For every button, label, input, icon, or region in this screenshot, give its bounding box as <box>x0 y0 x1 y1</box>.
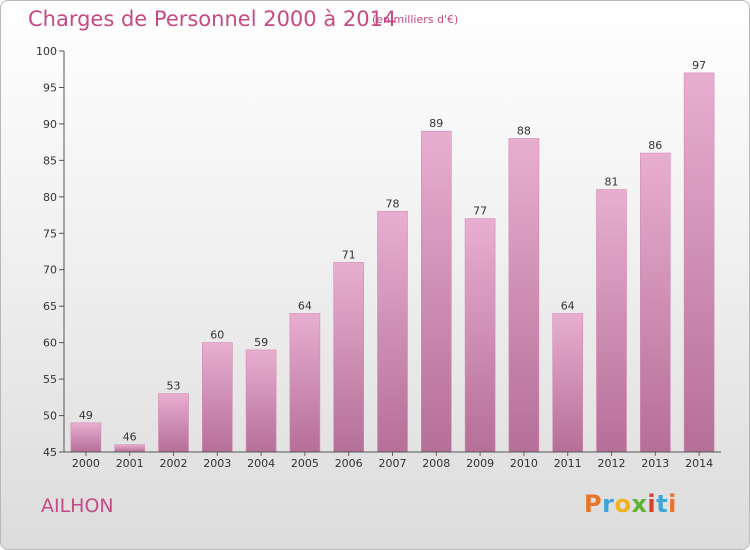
chart-subtitle: (en milliers d'€) <box>372 13 459 26</box>
data-label-2000: 49 <box>79 409 93 422</box>
x-tick-label-2013: 2013 <box>641 457 669 470</box>
y-tick-label-50: 50 <box>43 410 57 423</box>
x-tick-label-2006: 2006 <box>335 457 363 470</box>
bar-2006 <box>333 262 365 453</box>
bar-2007 <box>377 211 408 453</box>
bar-2000 <box>70 422 102 453</box>
y-tick-label-95: 95 <box>43 81 57 94</box>
y-tick-label-80: 80 <box>43 191 57 204</box>
data-label-2013: 86 <box>648 139 662 152</box>
x-tick-label-2014: 2014 <box>685 457 713 470</box>
data-label-2005: 64 <box>298 299 312 312</box>
commune-name: AILHON <box>41 495 114 517</box>
data-label-2004: 59 <box>254 336 268 349</box>
chart-title: Charges de Personnel 2000 à 2014 <box>28 7 397 31</box>
data-label-2003: 60 <box>210 329 224 342</box>
x-tick-label-2004: 2004 <box>247 457 275 470</box>
bar-2014 <box>683 72 715 453</box>
data-label-2010: 88 <box>517 124 531 137</box>
data-label-2006: 71 <box>342 248 356 261</box>
y-tick-label-45: 45 <box>43 446 57 459</box>
y-tick-label-60: 60 <box>43 337 57 350</box>
bar-2009 <box>464 218 496 453</box>
x-tick-label-2007: 2007 <box>379 457 407 470</box>
logo-letter: P <box>584 490 603 518</box>
bar-2011 <box>552 313 584 453</box>
x-tick-label-2010: 2010 <box>510 457 538 470</box>
bar-2001 <box>114 444 145 453</box>
y-tick-label-75: 75 <box>43 227 57 240</box>
bar-2002 <box>158 393 189 453</box>
data-label-2014: 97 <box>692 59 706 72</box>
bar-2013 <box>639 152 671 453</box>
x-tick-label-2001: 2001 <box>116 457 144 470</box>
logo-letter: t <box>656 490 669 518</box>
data-label-2001: 46 <box>123 431 137 444</box>
y-tick-label-90: 90 <box>43 118 57 131</box>
bar-2010 <box>508 138 540 453</box>
y-tick-label-70: 70 <box>43 264 57 277</box>
bars-group: 49 46 53 60 59 64 71 78 89 77 88 64 81 86 97 <box>70 59 715 453</box>
y-tick-label-55: 55 <box>43 373 57 386</box>
x-tick-label-2012: 2012 <box>598 457 626 470</box>
x-tick-label-2002: 2002 <box>160 457 188 470</box>
data-label-2007: 78 <box>386 197 400 210</box>
x-tick-label-2005: 2005 <box>291 457 319 470</box>
bar-2004 <box>245 349 277 453</box>
bar-2008 <box>420 130 452 453</box>
x-tick-label-2000: 2000 <box>72 457 100 470</box>
axes-group: 2000 2001 2002 2003 2004 2005 2006 2007 2008 2009… <box>36 45 721 470</box>
y-tick-label-100: 100 <box>36 45 57 58</box>
y-tick-label-65: 65 <box>43 300 57 313</box>
logo-letter: x <box>631 490 648 518</box>
data-label-2011: 64 <box>561 299 575 312</box>
logo-letter: i <box>668 490 677 518</box>
bar-2012 <box>596 189 627 453</box>
data-label-2002: 53 <box>167 380 181 393</box>
data-label-2012: 81 <box>605 176 619 189</box>
logo-letter: i <box>647 490 657 518</box>
bar-2003 <box>202 342 233 453</box>
x-tick-label-2008: 2008 <box>422 457 450 470</box>
data-label-2008: 89 <box>429 117 443 130</box>
x-tick-label-2011: 2011 <box>554 457 582 470</box>
logo-letter: o <box>614 490 632 518</box>
logo-letter: r <box>602 490 615 518</box>
proxiti-logo[interactable]: Proxiti <box>584 490 677 518</box>
x-tick-label-2003: 2003 <box>203 457 231 470</box>
x-tick-label-2009: 2009 <box>466 457 494 470</box>
data-label-2009: 77 <box>473 205 487 218</box>
bar-2005 <box>289 313 321 453</box>
y-tick-label-85: 85 <box>43 154 57 167</box>
